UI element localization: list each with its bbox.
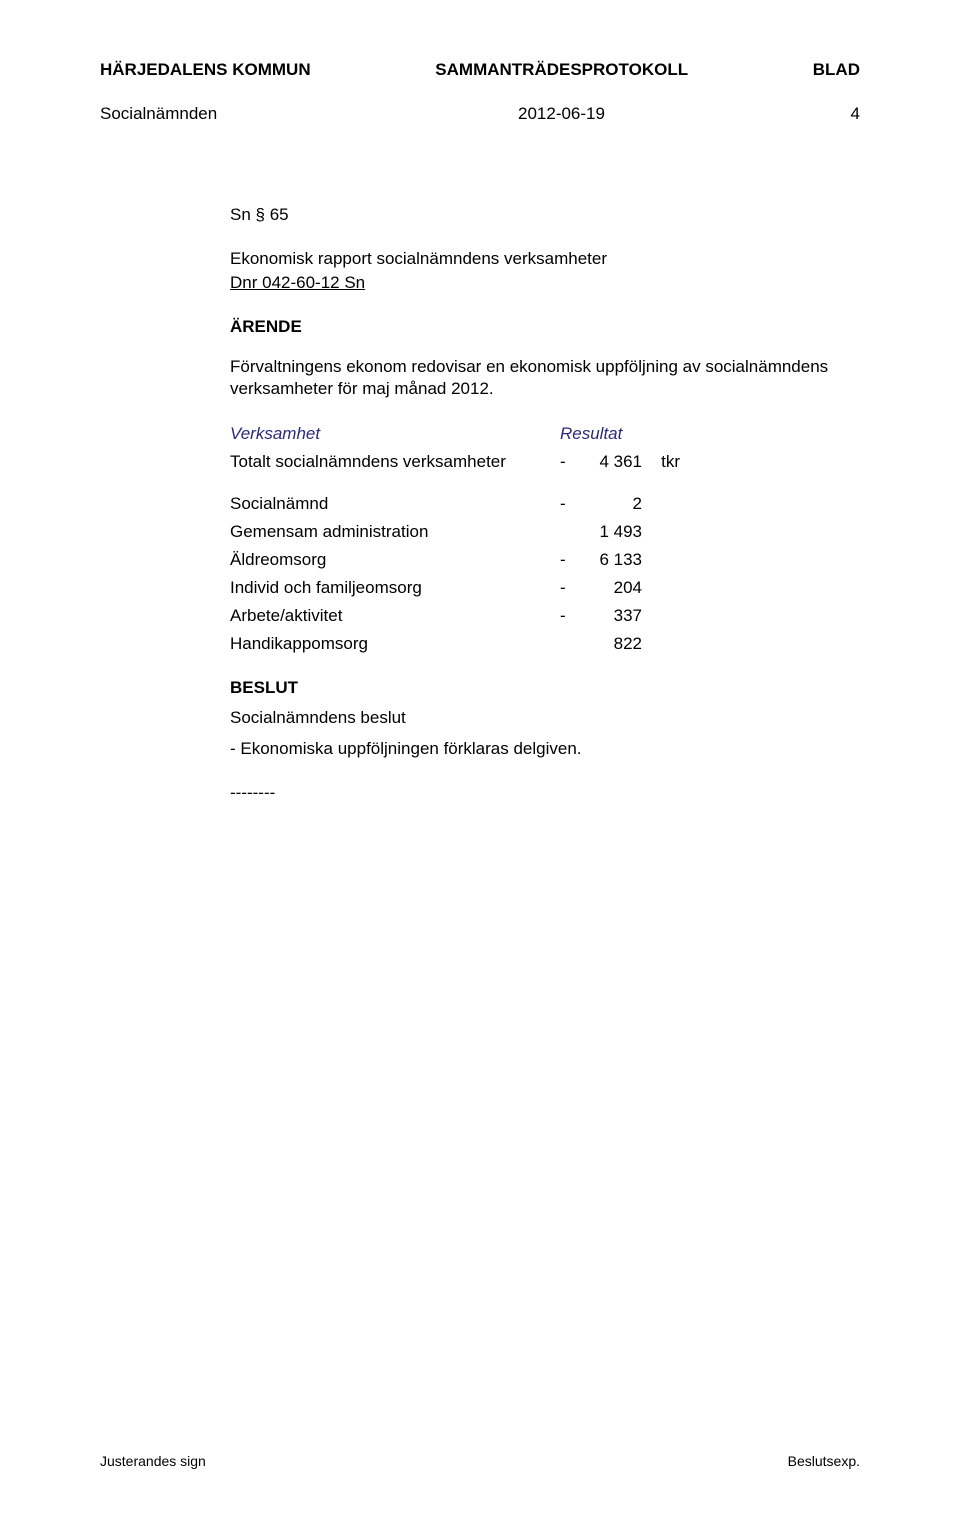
footer-row: Justerandes sign Beslutsexp.: [100, 1453, 860, 1469]
table-header-row: Verksamhet Resultat: [230, 423, 680, 445]
content-block: Sn § 65 Ekonomisk rapport socialnämndens…: [230, 204, 860, 804]
row-value: 1 493: [560, 521, 680, 543]
dnr-line: Dnr 042-60-12 Sn: [230, 272, 860, 294]
header-row: HÄRJEDALENS KOMMUN SAMMANTRÄDESPROTOKOLL…: [100, 60, 860, 80]
row-unit: [648, 605, 680, 627]
table-row: Socialnämnd - 2: [230, 493, 680, 515]
row-label: Socialnämnd: [230, 493, 560, 515]
row-unit: [648, 577, 680, 599]
arende-paragraph: Förvaltningens ekonom redovisar en ekono…: [230, 356, 860, 400]
row-value: - 6 133: [560, 549, 680, 571]
row-label: Äldreomsorg: [230, 549, 560, 571]
beslut-sub: Socialnämndens beslut: [230, 707, 860, 729]
row-num: 822: [560, 633, 642, 655]
separator-dashes: --------: [230, 782, 860, 804]
table-row: Äldreomsorg - 6 133: [230, 549, 680, 571]
arende-label: ÄRENDE: [230, 316, 860, 338]
page: HÄRJEDALENS KOMMUN SAMMANTRÄDESPROTOKOLL…: [0, 0, 960, 1514]
table-row: Gemensam administration 1 493: [230, 521, 680, 543]
row-label: Arbete/aktivitet: [230, 605, 560, 627]
subheader-page: 4: [784, 104, 860, 124]
table-row: Arbete/aktivitet - 337: [230, 605, 680, 627]
subheader-date: 2012-06-19: [518, 104, 746, 124]
beslut-label: BESLUT: [230, 677, 860, 699]
footer-right: Beslutsexp.: [788, 1453, 860, 1469]
header-right: BLAD: [813, 60, 860, 80]
row-unit: [648, 521, 680, 543]
subheader-left: Socialnämnden: [100, 104, 480, 124]
table-total-row: Totalt socialnämndens verksamheter - 4 3…: [230, 451, 680, 473]
row-label: Gemensam administration: [230, 521, 560, 543]
row-value: - 2: [560, 493, 680, 515]
row-value: - 204: [560, 577, 680, 599]
table-header-result-text: Resultat: [560, 423, 680, 445]
row-num: 337: [566, 605, 642, 627]
footer-left: Justerandes sign: [100, 1453, 206, 1469]
row-num: 1 493: [560, 521, 642, 543]
row-unit: [648, 549, 680, 571]
header-center: SAMMANTRÄDESPROTOKOLL: [435, 60, 688, 80]
row-unit: [648, 633, 680, 655]
table-header-label: Verksamhet: [230, 423, 560, 445]
row-num: 6 133: [566, 549, 642, 571]
row-label: Individ och familjeomsorg: [230, 577, 560, 599]
table-row: Individ och familjeomsorg - 204: [230, 577, 680, 599]
header-left: HÄRJEDALENS KOMMUN: [100, 60, 311, 80]
total-unit: tkr: [648, 451, 680, 473]
row-num: 204: [566, 577, 642, 599]
report-title: Ekonomisk rapport socialnämndens verksam…: [230, 248, 860, 270]
result-table: Verksamhet Resultat Totalt socialnämnden…: [230, 423, 680, 656]
subheader-row: Socialnämnden 2012-06-19 4: [100, 104, 860, 124]
total-num: 4 361: [566, 451, 642, 473]
beslut-bullet: - Ekonomiska uppföljningen förklaras del…: [230, 738, 860, 760]
row-value: 822: [560, 633, 680, 655]
paragraph-number: Sn § 65: [230, 204, 860, 226]
total-value: - 4 361 tkr: [560, 451, 680, 473]
row-unit: [648, 493, 680, 515]
total-label: Totalt socialnämndens verksamheter: [230, 451, 560, 473]
table-row: Handikappomsorg 822: [230, 633, 680, 655]
table-header-result: Resultat: [560, 423, 680, 445]
row-num: 2: [566, 493, 642, 515]
row-label: Handikappomsorg: [230, 633, 560, 655]
row-value: - 337: [560, 605, 680, 627]
